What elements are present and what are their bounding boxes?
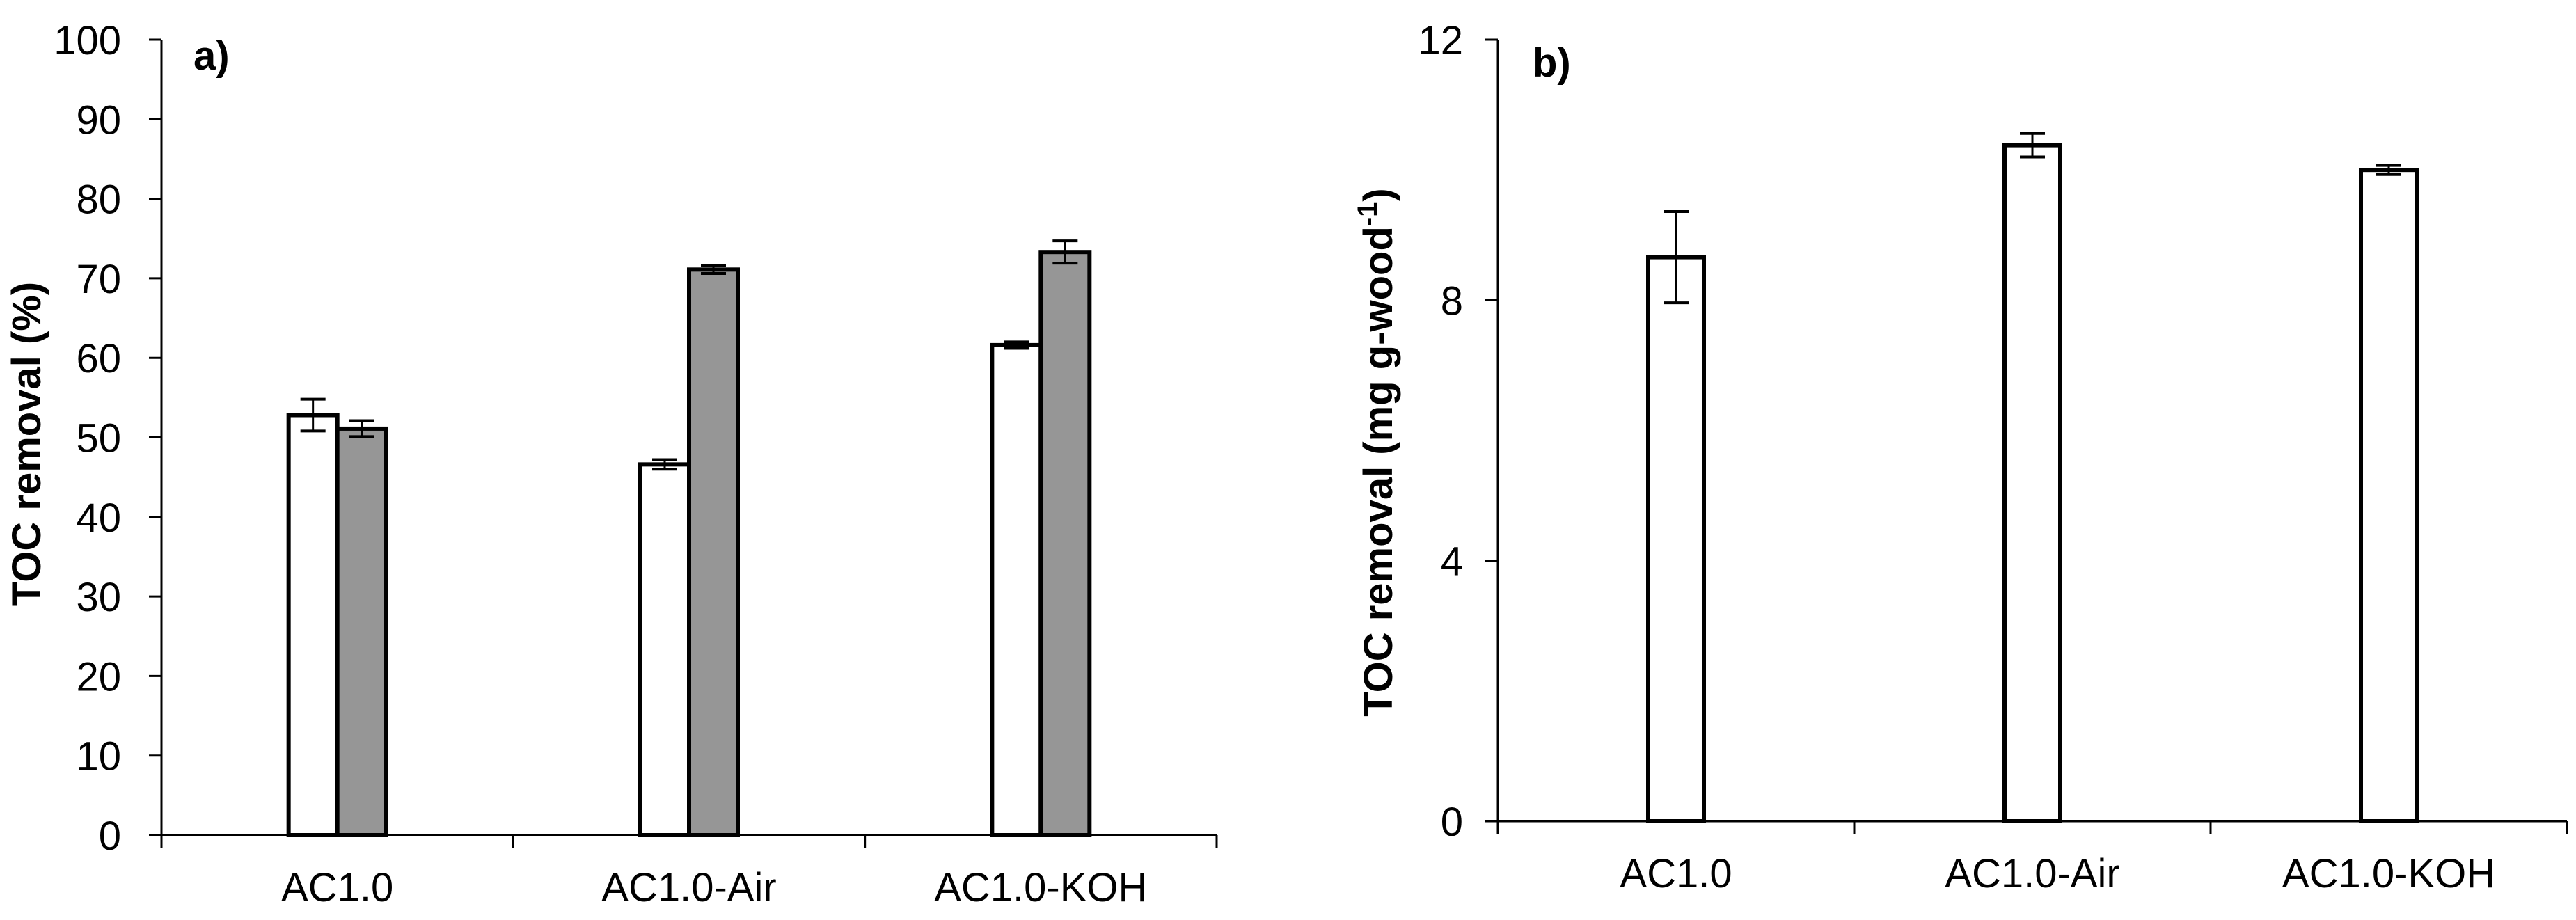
panel-a-y-tick-label: 80 bbox=[76, 177, 121, 223]
panel-a-bar bbox=[638, 462, 691, 837]
panel-a-y-tick-label: 20 bbox=[76, 654, 121, 699]
panel-b-y-tick-label: 12 bbox=[1418, 18, 1463, 63]
panel-a-y-axis-title: TOC removal (%) bbox=[4, 282, 49, 606]
panel-a-bar bbox=[286, 413, 340, 837]
panel-a-y-tick-label: 90 bbox=[76, 97, 121, 143]
panel-a-y-tick-label: 30 bbox=[76, 575, 121, 620]
panel-a-x-category-label: AC1.0-Air bbox=[601, 865, 776, 910]
panel-a-marks: 0 10 20 30 40 50 60 70 80 90 100 AC1.0 AC1.0-Air AC1.… bbox=[54, 18, 1218, 910]
panel-a-chart: a) 0 10 20 30 40 50 60 70 80 90 100 AC1.0 AC1.0-Air A… bbox=[4, 18, 1218, 910]
panel-a-y-tick-label: 10 bbox=[76, 734, 121, 779]
panel-a-y-tick-label: 40 bbox=[76, 495, 121, 541]
panel-a-label: a) bbox=[193, 33, 230, 79]
panel-b-bar bbox=[2359, 168, 2419, 823]
panel-b-y-axis-title-end: ) bbox=[1356, 188, 1401, 201]
panel-a-x-category-label: AC1.0-KOH bbox=[934, 865, 1147, 910]
panel-a-y-tick-label: 60 bbox=[76, 336, 121, 381]
panel-b-bar bbox=[2002, 143, 2062, 824]
panel-b-x-category-label: AC1.0 bbox=[1620, 851, 1732, 896]
panel-b-y-axis-title-main: TOC removal (mg g-wood bbox=[1356, 226, 1401, 717]
panel-a-bar bbox=[335, 426, 388, 837]
panel-b-x-category-label: AC1.0-Air bbox=[1945, 851, 2119, 896]
panel-b-chart: b) 0 4 8 12 AC1.0 AC1.0-Air AC1.0-KOH TOC remo… bbox=[1352, 18, 2568, 896]
panel-b-y-tick-label: 4 bbox=[1441, 539, 1463, 585]
panel-a-y-tick-label: 50 bbox=[76, 416, 121, 461]
panel-b-marks: 0 4 8 12 AC1.0 AC1.0-Air AC1.0-KOH bbox=[1418, 18, 2568, 896]
panel-b-y-axis-title-superscript: -1 bbox=[1352, 202, 1383, 227]
panel-b-y-tick-label: 0 bbox=[1441, 800, 1463, 845]
panel-a-y-tick-label: 0 bbox=[99, 814, 121, 859]
panel-a-bar bbox=[1038, 250, 1092, 837]
panel-b-x-category-label: AC1.0-KOH bbox=[2282, 851, 2495, 896]
panel-a-bar bbox=[687, 267, 740, 837]
panel-a-bar bbox=[990, 342, 1043, 837]
panel-b-bar bbox=[1646, 255, 1706, 823]
panel-b-y-axis-title: TOC removal (mg g-wood-1) bbox=[1352, 188, 1401, 717]
panel-a-x-category-label: AC1.0 bbox=[281, 865, 393, 910]
panel-b-y-tick-label: 8 bbox=[1441, 278, 1463, 324]
panel-b-label: b) bbox=[1533, 40, 1571, 86]
panel-a-y-tick-label: 100 bbox=[54, 18, 121, 63]
panel-a-y-tick-label: 70 bbox=[76, 257, 121, 302]
